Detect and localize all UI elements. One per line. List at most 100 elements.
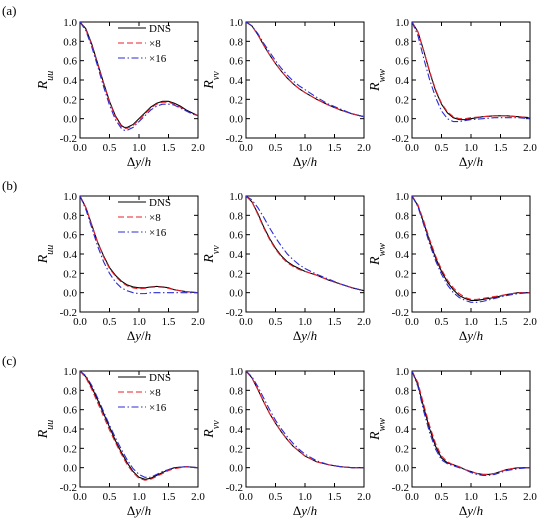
x-tick-label: 0.0 (239, 142, 253, 154)
panel-2-2: -0.20.00.20.40.60.81.00.0 0.5 1.0 1.5 2.0Rvv… (202, 191, 371, 343)
legend-label: ×16 (149, 227, 167, 239)
y-tick-label: -0.2 (392, 307, 409, 319)
series-line (246, 22, 364, 118)
x-tick-label: 2.0 (357, 142, 371, 154)
y-tick-label: 0.6 (63, 405, 77, 417)
x-tick-label: 0.0 (405, 142, 419, 154)
y-tick-label: 0.4 (229, 249, 243, 261)
panel-2-1: -0.20.00.20.40.60.81.00.0 0.5 1.0 1.5 2.0Ruu… (36, 191, 205, 343)
y-tick-label: 1.0 (229, 191, 243, 203)
series-line (80, 196, 198, 294)
x-tick-label: 1.0 (464, 142, 478, 154)
x-tick-label: 0.5 (269, 316, 283, 328)
y-tick-label: 0.4 (395, 249, 409, 261)
y-tick-label: 1.0 (229, 17, 243, 29)
x-tick-label: 2.0 (357, 316, 371, 328)
y-tick-label: 0.4 (63, 249, 77, 261)
series-line (412, 196, 530, 301)
series-line (246, 371, 364, 469)
y-tick-label: 0.0 (395, 114, 409, 126)
y-tick-label: 0.0 (395, 463, 409, 475)
y-tick-label: -0.2 (226, 307, 243, 319)
x-tick-label: 0.0 (73, 491, 87, 503)
y-tick-label: 0.2 (395, 443, 409, 455)
x-axis-label: Δy/h (293, 503, 317, 518)
plot-frame (79, 21, 199, 139)
x-tick-label: 0.0 (239, 491, 253, 503)
x-tick-label: 1.0 (298, 142, 312, 154)
y-tick-label: 1.0 (63, 191, 77, 203)
y-tick-label: 1.0 (63, 366, 77, 378)
x-tick-label: 0.0 (405, 491, 419, 503)
y-tick-label: 1.0 (229, 366, 243, 378)
series-line (412, 196, 530, 300)
series-line (80, 371, 198, 478)
plot-frame (245, 370, 365, 488)
x-tick-label: 0.0 (405, 316, 419, 328)
y-axis-label: Rww (368, 243, 388, 266)
x-tick-label: 1.5 (328, 491, 342, 503)
x-tick-label: 1.5 (494, 491, 508, 503)
series-line (246, 196, 364, 292)
x-tick-label: 0.5 (435, 491, 449, 503)
plot-frame (245, 21, 365, 139)
x-tick-label: 1.0 (298, 316, 312, 328)
y-tick-label: 0.4 (395, 424, 409, 436)
x-tick-label: 0.5 (103, 316, 117, 328)
x-tick-label: 1.0 (464, 491, 478, 503)
series-line (246, 371, 364, 469)
y-tick-label: -0.2 (392, 133, 409, 145)
y-axis-label: Rvv (202, 420, 222, 439)
legend-label: ×16 (149, 53, 167, 65)
x-tick-label: 0.0 (73, 142, 87, 154)
series-line (246, 22, 364, 118)
panel-3-2: -0.20.00.20.40.60.81.00.0 0.5 1.0 1.5 2.0Rvv… (202, 366, 371, 518)
y-tick-label: 1.0 (395, 17, 409, 29)
series-line (80, 196, 198, 294)
x-tick-label: 2.0 (191, 316, 205, 328)
series-line (412, 371, 530, 476)
x-tick-label: 1.5 (328, 142, 342, 154)
x-tick-label: 1.0 (298, 491, 312, 503)
y-tick-label: 0.8 (63, 210, 77, 222)
series-line (412, 371, 530, 475)
y-tick-label: 0.2 (63, 268, 77, 280)
y-tick-label: 0.8 (229, 36, 243, 48)
x-tick-label: 2.0 (191, 491, 205, 503)
x-tick-label: 1.5 (328, 316, 342, 328)
series-line (80, 22, 198, 131)
y-tick-label: 0.2 (63, 94, 77, 106)
x-axis-label: Δy/h (459, 154, 483, 169)
x-tick-label: 0.5 (435, 142, 449, 154)
legend-label: ×8 (149, 212, 161, 224)
series-line (246, 22, 364, 118)
y-tick-label: 0.6 (63, 56, 77, 68)
y-tick-label: 0.6 (395, 230, 409, 242)
series-line (412, 196, 530, 303)
x-tick-label: 2.0 (523, 491, 537, 503)
y-tick-label: -0.2 (60, 133, 77, 145)
x-axis-label: Δy/h (127, 503, 151, 518)
x-tick-label: 0.5 (435, 316, 449, 328)
x-tick-label: 1.5 (162, 491, 176, 503)
y-tick-label: 0.2 (229, 94, 243, 106)
x-axis-label: Δy/h (293, 154, 317, 169)
y-tick-label: 0.8 (63, 36, 77, 48)
x-tick-label: 0.5 (269, 491, 283, 503)
y-axis-label: Ruu (36, 420, 56, 440)
y-tick-label: 0.6 (395, 405, 409, 417)
y-axis-label: Rvv (202, 245, 222, 264)
legend-label: DNS (149, 23, 171, 35)
series-line (80, 22, 198, 128)
y-tick-label: 0.0 (63, 114, 77, 126)
series-line (246, 196, 364, 292)
x-tick-label: 0.0 (239, 316, 253, 328)
y-tick-label: 0.2 (229, 268, 243, 280)
y-tick-label: 0.4 (229, 75, 243, 87)
plot-frame (245, 195, 365, 313)
y-tick-label: 0.8 (229, 385, 243, 397)
legend-label: DNS (149, 372, 171, 384)
x-tick-label: 2.0 (191, 142, 205, 154)
legend-label: ×8 (149, 38, 161, 50)
